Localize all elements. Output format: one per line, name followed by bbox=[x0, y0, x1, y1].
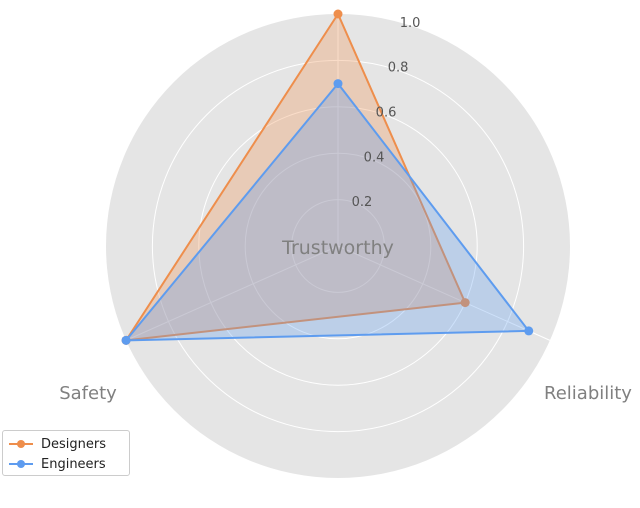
polar-grid bbox=[125, 14, 551, 433]
series-fill-engineers bbox=[126, 83, 529, 341]
legend-item-engineers: Engineers bbox=[9, 454, 123, 474]
data-point-engineers bbox=[524, 326, 534, 336]
legend: Designers Engineers bbox=[2, 430, 130, 476]
data-point-designers bbox=[460, 298, 470, 308]
legend-label: Engineers bbox=[41, 456, 106, 472]
label-layer: 0.2 0.4 0.6 0.8 1.0 Trustworthy Reliability Saf… bbox=[59, 16, 632, 404]
axis-label-safety: Safety bbox=[59, 383, 117, 404]
radial-tick-label: 0.4 bbox=[364, 150, 385, 165]
series-fill-designers bbox=[126, 14, 466, 341]
legend-label: Designers bbox=[41, 436, 106, 452]
grid-spoke bbox=[125, 245, 339, 341]
axis-label-reliability: Reliability bbox=[544, 383, 632, 404]
legend-marker-icon bbox=[9, 439, 33, 449]
data-point-engineers bbox=[333, 79, 343, 89]
radial-tick-label: 0.6 bbox=[376, 106, 397, 121]
series-line-engineers bbox=[125, 82, 530, 342]
axis-label-trustworthy: Trustworthy bbox=[281, 237, 394, 259]
series-layer bbox=[121, 9, 534, 345]
series-line-designers bbox=[125, 13, 467, 342]
radial-tick-label: 0.8 bbox=[388, 61, 409, 76]
legend-item-designers: Designers bbox=[9, 434, 123, 454]
data-point-designers bbox=[333, 9, 343, 19]
data-point-engineers bbox=[121, 335, 131, 345]
radial-tick-label: 1.0 bbox=[400, 16, 421, 31]
legend-marker-icon bbox=[9, 459, 33, 469]
grid-spoke bbox=[337, 245, 551, 341]
radial-tick-label: 0.2 bbox=[352, 195, 373, 210]
